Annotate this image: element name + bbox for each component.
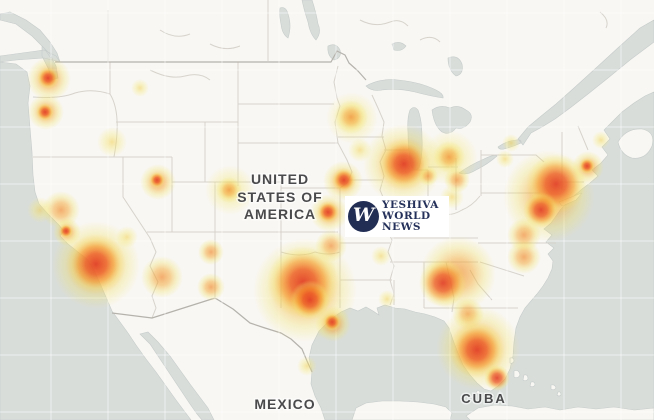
outage-hotspot (198, 239, 224, 265)
label-united-states-line2: STATES OF (237, 189, 322, 205)
outage-hotspot (502, 134, 520, 152)
outage-hotspot (216, 177, 242, 203)
outage-hotspot (66, 234, 126, 294)
outage-hotspot (149, 172, 165, 188)
outage-hotspot (197, 273, 225, 301)
label-united-states-line3: AMERICA (244, 206, 316, 222)
outage-hotspot (433, 141, 465, 173)
yeshiva-world-news-watermark: W YESHIVA WORLD NEWS (345, 196, 449, 237)
outage-hotspot (36, 103, 54, 121)
ywn-monogram: W (352, 204, 375, 226)
outage-hotspot (334, 100, 368, 134)
ywn-word-1: YESHIVA (382, 199, 439, 211)
outage-hotspot (371, 246, 391, 266)
outage-hotspot (449, 322, 505, 378)
heatmap-layer (27, 57, 610, 391)
outage-hotspot (323, 313, 341, 331)
label-united-states-line1: UNITED (251, 171, 309, 187)
ywn-word-3: NEWS (382, 221, 421, 233)
outage-hotspot (290, 280, 330, 320)
label-cuba: CUBA (461, 391, 507, 406)
outage-hotspot (141, 256, 183, 298)
outage-hotspot (496, 150, 514, 168)
outage-hotspot (37, 67, 59, 89)
outage-hotspot (317, 201, 339, 223)
outage-hotspot (332, 168, 356, 192)
ywn-word-2: WORLD (382, 210, 431, 222)
outage-hotspot (507, 240, 541, 274)
outage-hotspot (59, 224, 73, 238)
outage-hotspot (378, 290, 396, 308)
outage-hotspot (592, 131, 610, 149)
outage-hotspot (419, 259, 467, 307)
outage-hotspot (131, 79, 149, 97)
outage-hotspot (297, 356, 317, 376)
outage-hotspot (523, 192, 559, 228)
outage-hotspot (484, 365, 510, 391)
ywn-wordmark: YESHIVA WORLD NEWS (382, 200, 439, 233)
ywn-logo-icon: W (348, 201, 379, 232)
outage-hotspot (97, 127, 127, 157)
outage-hotspot (579, 158, 595, 174)
outage-hotspot (378, 138, 430, 190)
outage-hotspot (444, 167, 470, 193)
label-mexico: MEXICO (254, 396, 315, 412)
country-borders (55, 50, 367, 373)
